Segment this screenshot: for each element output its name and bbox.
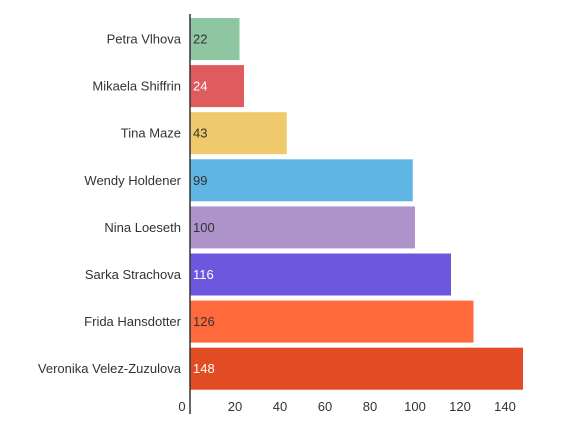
category-label: Mikaela Shiffrin: [92, 79, 181, 94]
value-label: 100: [193, 220, 215, 235]
value-label: 116: [193, 267, 214, 282]
category-label: Veronika Velez-Zuzulova: [38, 361, 182, 376]
bar-nina-loeseth: [190, 206, 415, 249]
x-tick-label: 80: [363, 399, 377, 414]
category-label: Sarka Strachova: [85, 267, 182, 282]
bar-tina-maze: [190, 112, 287, 155]
bar-mikaela-shiffrin: [190, 65, 244, 108]
axes: 0 20 40 60 80 100 120 140: [178, 14, 516, 414]
value-label: 43: [193, 126, 207, 141]
value-label: 99: [193, 173, 207, 188]
category-label: Petra Vlhova: [107, 32, 182, 47]
value-labels: 22 24 43 99 100 116 126 148: [193, 32, 215, 377]
bar-sarka-strachova: [190, 253, 451, 296]
x-tick-label: 40: [273, 399, 287, 414]
bar-veronika-velez-zuzulova: [190, 347, 523, 390]
value-label: 148: [193, 361, 215, 376]
bars-layer: [190, 18, 523, 390]
bar-wendy-holdener: [190, 159, 413, 202]
value-label: 22: [193, 32, 207, 47]
x-tick-label: 100: [404, 399, 426, 414]
category-label: Tina Maze: [121, 126, 181, 141]
x-tick-label: 0: [178, 399, 185, 414]
category-label: Wendy Holdener: [84, 173, 181, 188]
x-tick-label: 120: [449, 399, 471, 414]
category-label: Frida Hansdotter: [84, 314, 181, 329]
category-labels: Petra Vlhova Mikaela Shiffrin Tina Maze Wen…: [38, 32, 182, 377]
category-label: Nina Loeseth: [104, 220, 181, 235]
bar-petra-vlhova: [190, 18, 240, 60]
x-tick-label: 20: [228, 399, 242, 414]
value-label: 24: [193, 79, 207, 94]
x-tick-label: 60: [318, 399, 332, 414]
x-tick-label: 140: [494, 399, 516, 414]
value-label: 126: [193, 314, 215, 329]
bar-frida-hansdotter: [190, 300, 474, 343]
